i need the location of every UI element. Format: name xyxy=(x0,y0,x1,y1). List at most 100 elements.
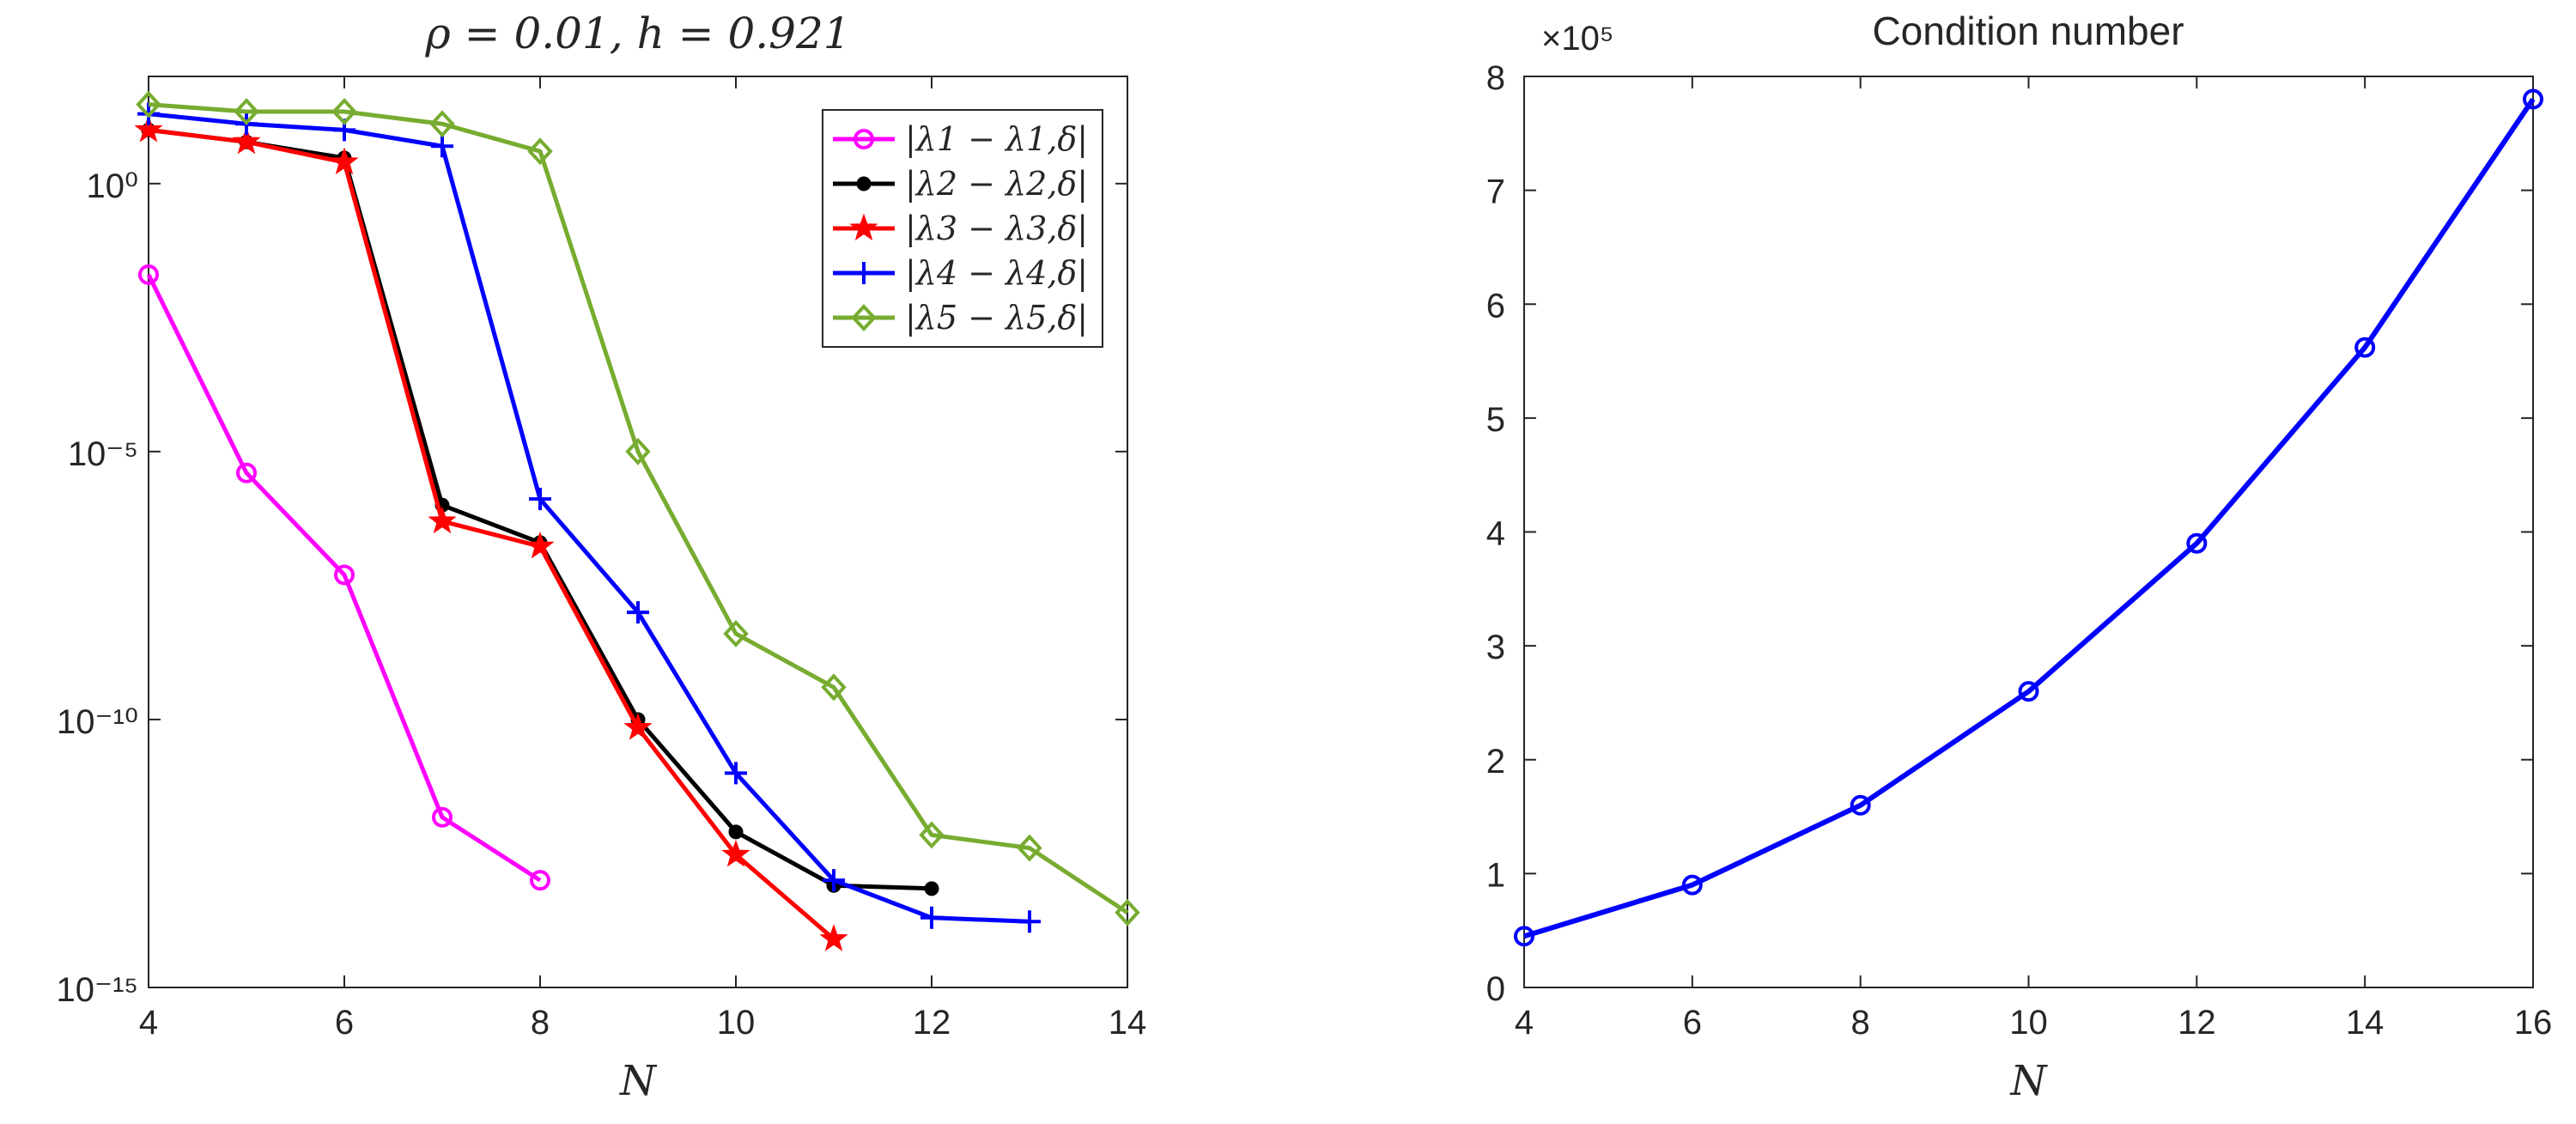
data-point xyxy=(819,924,848,951)
data-point xyxy=(924,881,939,896)
y-tick-label: 2 xyxy=(1486,743,1505,781)
data-point xyxy=(136,90,161,118)
y-axis-multiplier: ×10⁵ xyxy=(1541,20,1613,58)
data-point xyxy=(625,437,651,465)
data-point xyxy=(428,506,457,534)
data-point xyxy=(236,462,257,483)
data-point xyxy=(2523,88,2543,110)
legend-item: |λ1 − λ1,δ| xyxy=(833,120,1088,158)
data-point xyxy=(721,839,750,867)
legend-marker xyxy=(856,176,872,191)
legend-item: |λ5 − λ5,δ| xyxy=(833,299,1088,337)
x-tick-label: 8 xyxy=(1851,1004,1870,1042)
series-line xyxy=(148,112,1030,924)
y-tick-label: 3 xyxy=(1486,629,1505,666)
y-tick-label: 1 xyxy=(1486,856,1505,894)
data-point xyxy=(529,488,551,511)
data-point xyxy=(431,135,453,158)
legend-item: |λ4 − λ4,δ| xyxy=(833,254,1088,292)
data-point xyxy=(623,713,653,740)
legend-marker xyxy=(851,304,877,331)
data-point xyxy=(232,126,261,155)
y-tick-label: 0 xyxy=(1486,970,1505,1008)
x-tick-label: 14 xyxy=(1109,1004,1147,1042)
data-point xyxy=(330,147,359,175)
x-tick-label: 12 xyxy=(2178,1004,2216,1042)
y-tick-label: 10⁻¹⁵ xyxy=(56,971,138,1009)
y-tick-label: 4 xyxy=(1486,515,1505,553)
x-tick-label: 14 xyxy=(2346,1004,2385,1042)
data-point xyxy=(2018,681,2039,702)
plot-area xyxy=(1523,76,2534,988)
data-point xyxy=(920,906,943,929)
data-point xyxy=(1681,874,1703,896)
data-point xyxy=(1018,910,1041,933)
legend-marker xyxy=(849,213,878,241)
data-point xyxy=(1850,794,1871,816)
x-tick-label: 10 xyxy=(717,1004,756,1042)
data-point xyxy=(334,564,355,586)
series-line xyxy=(148,102,1129,914)
data-point xyxy=(234,98,259,125)
data-point xyxy=(429,110,455,138)
data-point xyxy=(138,264,159,285)
y-tick-label: 10⁰ xyxy=(86,167,138,205)
x-tick-label: 16 xyxy=(2514,1004,2553,1042)
data-point xyxy=(134,114,163,143)
chart-title: ρ = 0.01, h = 0.921 xyxy=(424,9,850,58)
legend-label: |λ1 − λ1,δ| xyxy=(905,120,1088,158)
data-point xyxy=(432,806,453,828)
y-tick-label: 7 xyxy=(1486,173,1505,211)
series-3 xyxy=(134,114,848,951)
data-point xyxy=(728,824,744,840)
y-tick-label: 6 xyxy=(1486,287,1505,325)
legend-marker xyxy=(853,262,875,284)
series-5 xyxy=(136,90,1140,927)
y-tick-label: 8 xyxy=(1486,59,1505,97)
series-line xyxy=(146,273,542,883)
legend: |λ1 − λ1,δ| |λ2 − λ2,δ| |λ3 − λ3,δ| |λ4 − λ… xyxy=(822,109,1103,348)
legend-item: |λ2 − λ2,δ| xyxy=(833,165,1088,203)
data-point xyxy=(2186,532,2208,554)
series-line xyxy=(148,127,835,941)
chart-title: Condition number xyxy=(1872,9,2184,53)
legend-item: |λ3 − λ3,δ| xyxy=(833,210,1088,247)
x-tick-label: 10 xyxy=(2009,1004,2048,1042)
x-tick-label: 8 xyxy=(531,1004,550,1042)
data-point xyxy=(1115,898,1140,927)
data-point xyxy=(725,762,747,785)
legend-label: |λ5 − λ5,δ| xyxy=(905,299,1088,337)
left-chart: 4 6 8 10 12 14 10⁰ 10⁻⁵ 10⁻¹⁰ 10⁻¹⁵ ρ = 0.01, h = … xyxy=(56,9,1146,1105)
y-tick-label: 10⁻¹⁰ xyxy=(57,703,138,741)
y-tick-label: 5 xyxy=(1486,401,1505,439)
y-tick-label: 10⁻⁵ xyxy=(68,435,138,473)
data-point xyxy=(526,531,555,559)
data-point xyxy=(1017,834,1042,862)
legend-label: |λ3 − λ3,δ| xyxy=(905,210,1088,247)
data-point xyxy=(723,620,749,647)
data-point xyxy=(527,137,553,166)
series-1 xyxy=(1514,88,2543,947)
data-point xyxy=(2354,337,2376,358)
data-point xyxy=(530,870,550,891)
series-4 xyxy=(137,102,1041,933)
x-axis-label: N xyxy=(619,1057,658,1105)
x-tick-label: 6 xyxy=(335,1004,354,1042)
x-axis-label: N xyxy=(2010,1057,2049,1105)
data-point xyxy=(627,601,649,624)
data-point xyxy=(919,821,945,849)
series-line xyxy=(1523,97,2536,939)
legend-label: |λ2 − λ2,δ| xyxy=(905,165,1088,203)
x-tick-label: 6 xyxy=(1683,1004,1702,1042)
data-point xyxy=(1514,926,1534,947)
series-1 xyxy=(138,264,550,891)
data-point xyxy=(823,869,845,892)
data-point xyxy=(821,673,847,702)
data-point xyxy=(331,98,357,125)
legend-label: |λ4 − λ4,δ| xyxy=(905,254,1088,292)
x-tick-label: 4 xyxy=(139,1004,158,1042)
x-tick-label: 12 xyxy=(913,1004,951,1042)
x-tick-label: 4 xyxy=(1515,1004,1534,1042)
